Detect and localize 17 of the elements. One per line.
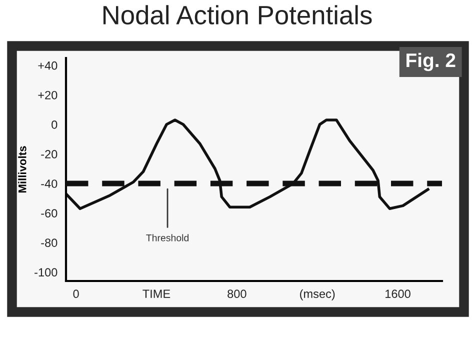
y-tick-label: -60 (41, 209, 58, 218)
y-tick-label: -80 (41, 238, 58, 247)
x-tick-label: 800 (228, 290, 246, 298)
x-tick-label: TIME (142, 290, 170, 298)
y-axis-title: Millivolts (18, 146, 26, 193)
y-tick-label: +40 (38, 61, 58, 70)
x-tick-label: 0 (73, 290, 79, 298)
annotation: Fig. 2 (406, 52, 456, 72)
y-tick-label: +20 (38, 90, 58, 100)
x-tick-label: (msec) (300, 289, 335, 300)
y-tick-label: -100 (34, 268, 58, 277)
x-tick-label: 1600 (386, 290, 410, 298)
ref-line-label: Threshold (146, 234, 189, 242)
y-tick-label: -20 (41, 150, 58, 158)
y-tick-label: 0 (52, 120, 58, 129)
y-tick-label: -40 (41, 180, 58, 188)
chart-title: Nodal Action Potentials (103, 5, 372, 24)
